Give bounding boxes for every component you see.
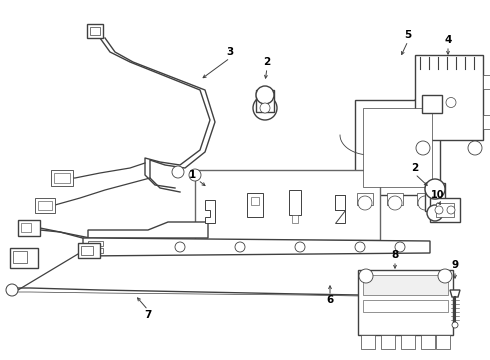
- Circle shape: [418, 196, 432, 210]
- Text: 2: 2: [412, 163, 418, 173]
- Bar: [363, 275, 448, 295]
- Circle shape: [427, 205, 443, 221]
- Text: 9: 9: [451, 260, 459, 270]
- Polygon shape: [205, 200, 215, 223]
- Circle shape: [235, 242, 245, 252]
- Bar: [289, 190, 301, 215]
- Text: 10: 10: [431, 190, 445, 200]
- Bar: [247, 193, 263, 217]
- Circle shape: [253, 96, 277, 120]
- Circle shape: [425, 179, 445, 199]
- Bar: [292, 215, 298, 223]
- Circle shape: [172, 166, 184, 178]
- Polygon shape: [450, 290, 460, 297]
- Bar: [483, 115, 490, 129]
- Text: 4: 4: [444, 35, 452, 45]
- Circle shape: [468, 141, 482, 155]
- Bar: [436, 203, 454, 217]
- Bar: [357, 193, 373, 205]
- Text: 8: 8: [392, 250, 399, 260]
- Circle shape: [452, 322, 458, 328]
- Text: 7: 7: [145, 310, 152, 320]
- Circle shape: [189, 169, 201, 181]
- Text: 3: 3: [226, 47, 234, 57]
- Polygon shape: [335, 195, 345, 223]
- Bar: [38, 201, 52, 210]
- Circle shape: [260, 103, 270, 113]
- Bar: [436, 335, 450, 349]
- Circle shape: [388, 196, 402, 210]
- Bar: [358, 270, 453, 335]
- Bar: [256, 90, 274, 112]
- Text: 1: 1: [188, 170, 196, 180]
- Circle shape: [358, 196, 372, 210]
- Bar: [35, 198, 55, 213]
- Polygon shape: [83, 238, 430, 256]
- Bar: [51, 170, 73, 186]
- Circle shape: [435, 206, 443, 214]
- Bar: [13, 251, 27, 263]
- Bar: [355, 100, 440, 195]
- Bar: [363, 300, 448, 312]
- Text: 2: 2: [264, 57, 270, 67]
- Bar: [54, 173, 70, 183]
- Bar: [387, 193, 403, 205]
- Bar: [78, 243, 100, 258]
- Bar: [417, 193, 433, 205]
- Text: 6: 6: [326, 295, 334, 305]
- Circle shape: [359, 269, 373, 283]
- Circle shape: [295, 242, 305, 252]
- Circle shape: [6, 284, 18, 296]
- Bar: [335, 195, 345, 210]
- Bar: [425, 183, 445, 211]
- Bar: [483, 75, 490, 89]
- Bar: [88, 241, 103, 246]
- Bar: [21, 223, 31, 232]
- Bar: [430, 198, 460, 222]
- Bar: [18, 220, 40, 236]
- Bar: [10, 248, 38, 268]
- Bar: [421, 335, 435, 349]
- Polygon shape: [88, 222, 208, 238]
- Bar: [87, 24, 103, 38]
- Circle shape: [446, 98, 456, 108]
- Bar: [88, 248, 103, 253]
- Bar: [195, 170, 380, 240]
- Circle shape: [416, 141, 430, 155]
- Bar: [401, 335, 415, 349]
- Circle shape: [355, 242, 365, 252]
- Circle shape: [395, 242, 405, 252]
- Bar: [81, 246, 93, 255]
- Text: 5: 5: [404, 30, 412, 40]
- Bar: [422, 95, 442, 113]
- Bar: [251, 197, 259, 205]
- Bar: [90, 27, 100, 35]
- Bar: [361, 335, 375, 349]
- Bar: [363, 108, 432, 187]
- Bar: [381, 335, 395, 349]
- Circle shape: [256, 86, 274, 104]
- Bar: [415, 55, 483, 140]
- Circle shape: [175, 242, 185, 252]
- Circle shape: [438, 269, 452, 283]
- Circle shape: [447, 206, 455, 214]
